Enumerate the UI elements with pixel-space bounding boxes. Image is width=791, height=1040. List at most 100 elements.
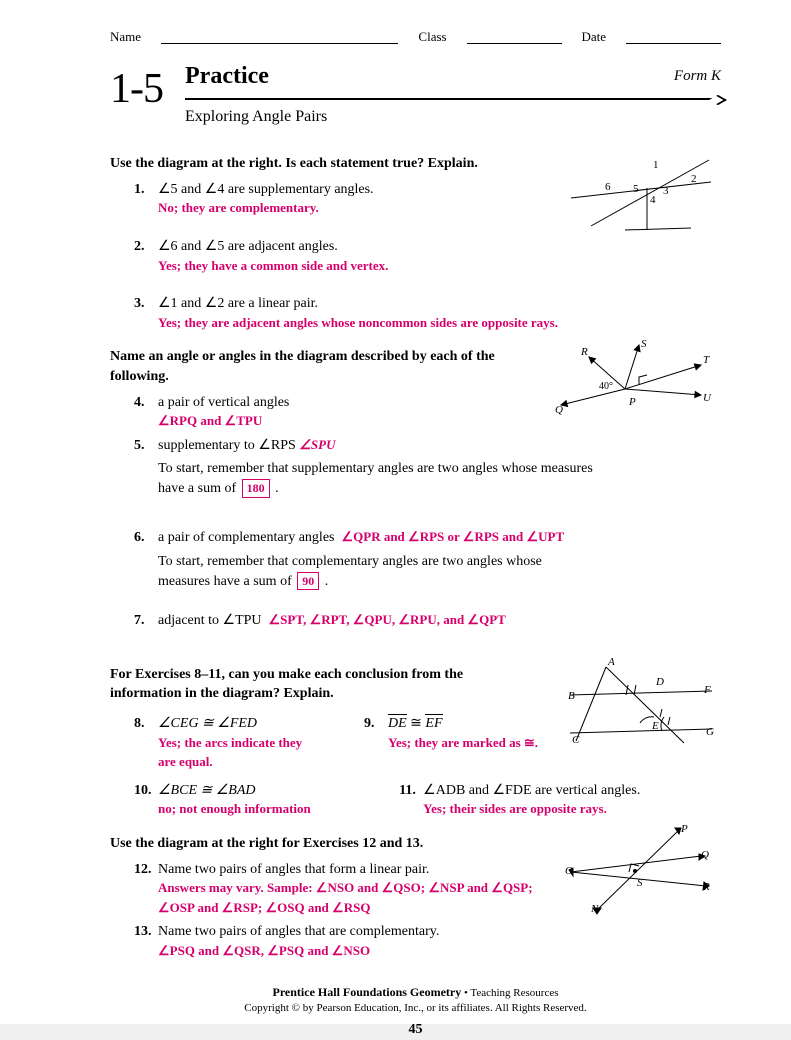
q6-box: 90 (297, 572, 319, 591)
q7-answer: ∠SPT, ∠RPT, ∠QPU, ∠RPU, and ∠QPT (269, 612, 506, 627)
q8-num: 8. (134, 714, 152, 773)
q6-sub1: To start, remember that complementary an… (158, 554, 542, 569)
q1: 1. ∠5 and ∠4 are supplementary angles. N… (134, 180, 551, 219)
q10-num: 10. (134, 781, 152, 820)
svg-text:G: G (706, 726, 714, 738)
q9-seg2: EF (425, 714, 442, 731)
footer-copyright: Copyright © by Pearson Education, Inc., … (110, 1001, 721, 1016)
title-practice: Practice (185, 60, 721, 94)
q6-sub: To start, remember that complementary an… (158, 552, 721, 591)
q5: 5. supplementary to ∠RPS ∠SPU (134, 436, 721, 456)
footer-title-rest: • Teaching Resources (461, 987, 558, 999)
q3: 3. ∠1 and ∠2 are a linear pair. Yes; the… (134, 294, 721, 333)
blank-class[interactable] (467, 28, 562, 44)
q10-text: ∠BCE ≅ ∠BAD (158, 783, 256, 798)
svg-text:2: 2 (691, 173, 697, 185)
q2-text: ∠6 and ∠5 are adjacent angles. (158, 239, 338, 254)
q7-num: 7. (134, 611, 152, 631)
q4-answer: ∠RPQ and ∠TPU (158, 413, 262, 428)
q10: 10. ∠BCE ≅ ∠BAD no; not enough informati… (134, 781, 345, 820)
q12-answer: Answers may vary. Sample: ∠NSO and ∠QSO;… (158, 880, 533, 915)
worksheet-page: Name Class Date 1-5 Practice Exploring A… (0, 0, 791, 1024)
title-block: 1-5 Practice Exploring Angle Pairs Form … (110, 60, 721, 144)
q5-answer: ∠SPU (299, 437, 335, 452)
q4: 4. a pair of vertical angles ∠RPQ and ∠T… (134, 393, 541, 432)
subtitle: Exploring Angle Pairs (185, 106, 721, 128)
q13-num: 13. (134, 922, 152, 961)
svg-text:4: 4 (650, 194, 656, 206)
label-name: Name (110, 28, 141, 46)
q1-num: 1. (134, 180, 152, 219)
q11-num: 11. (399, 781, 417, 820)
svg-text:B: B (568, 690, 575, 702)
q2-answer: Yes; they have a common side and vertex. (158, 258, 388, 273)
svg-text:E: E (651, 720, 659, 732)
svg-text:3: 3 (663, 185, 669, 197)
q5-num: 5. (134, 436, 152, 456)
svg-text:C: C (572, 734, 580, 746)
section3-head: For Exercises 8–11, can you make each co… (110, 665, 530, 704)
label-class: Class (418, 28, 446, 46)
q13-answer: ∠PSQ and ∠QSR, ∠PSQ and ∠NSO (158, 943, 370, 958)
q6-answer: ∠QPR and ∠RPS or ∠RPS and ∠UPT (341, 529, 564, 544)
blank-name[interactable] (161, 28, 398, 44)
q6-sub2a: measures have a sum of (158, 574, 295, 589)
svg-text:6: 6 (605, 181, 611, 193)
q5-sub2b: . (275, 481, 279, 496)
q12: 12. Name two pairs of angles that form a… (134, 860, 551, 919)
q8-text: ∠CEG ≅ ∠FED (158, 716, 257, 731)
q8-answer: Yes; the arcs indicate they are equal. (158, 735, 302, 770)
blank-date[interactable] (626, 28, 721, 44)
q8: 8. ∠CEG ≅ ∠FED Yes; the arcs indicate th… (134, 714, 310, 773)
svg-text:P: P (680, 824, 688, 835)
svg-text:40°: 40° (599, 381, 613, 392)
q11-answer: Yes; their sides are opposite rays. (423, 801, 607, 816)
q7-text: adjacent to ∠TPU (158, 613, 262, 628)
svg-text:D: D (655, 676, 664, 688)
figure-1: 1 2 345 6 (561, 150, 721, 236)
q5-box: 180 (242, 479, 270, 498)
q11: 11. ∠ADB and ∠FDE are vertical angles. Y… (399, 781, 721, 820)
header-fields: Name Class Date (110, 28, 721, 46)
svg-text:T: T (703, 354, 710, 366)
q6-num: 6. (134, 528, 152, 548)
svg-text:U: U (703, 392, 712, 404)
q3-text: ∠1 and ∠2 are a linear pair. (158, 296, 318, 311)
form-label: Form K (674, 66, 721, 87)
q5-sub: To start, remember that supplementary an… (158, 459, 721, 498)
q4-num: 4. (134, 393, 152, 432)
q5-sub2a: have a sum of (158, 481, 240, 496)
q12-num: 12. (134, 860, 152, 919)
q1-text: ∠5 and ∠4 are supplementary angles. (158, 182, 374, 197)
q13-text: Name two pairs of angles that are comple… (158, 924, 439, 939)
footer-title-bold: Prentice Hall Foundations Geometry (272, 985, 461, 999)
svg-text:R: R (702, 881, 710, 893)
q13: 13. Name two pairs of angles that are co… (134, 922, 721, 961)
q9-seg1: DE (388, 714, 407, 731)
svg-text:1: 1 (653, 159, 659, 171)
svg-text:O: O (565, 865, 573, 877)
svg-text:5: 5 (633, 183, 639, 195)
q2-num: 2. (134, 237, 152, 276)
q5-text: supplementary to ∠RPS (158, 438, 296, 453)
q6-sub2b: . (325, 574, 329, 589)
q12-text: Name two pairs of angles that form a lin… (158, 862, 429, 877)
q6-text: a pair of complementary angles (158, 530, 334, 545)
figure-3: ABCDEFG (556, 655, 721, 750)
q9-num: 9. (364, 714, 382, 753)
svg-text:N: N (590, 903, 599, 915)
q7: 7. adjacent to ∠TPU ∠SPT, ∠RPT, ∠QPU, ∠R… (134, 611, 721, 631)
q3-answer: Yes; they are adjacent angles whose nonc… (158, 315, 558, 330)
svg-text:Q: Q (555, 404, 563, 416)
q3-num: 3. (134, 294, 152, 333)
page-number: 45 (110, 1020, 721, 1040)
figure-2: 40° QRSTUP (551, 337, 721, 417)
q10-answer: no; not enough information (158, 801, 311, 816)
footer: Prentice Hall Foundations Geometry • Tea… (110, 984, 721, 1040)
section2-head: Name an angle or angles in the diagram d… (110, 347, 520, 386)
svg-text:Q: Q (701, 849, 709, 861)
q9-cong: ≅ (410, 716, 425, 731)
q11-text: ∠ADB and ∠FDE are vertical angles. (423, 783, 640, 798)
svg-text:R: R (580, 346, 588, 358)
svg-text:A: A (607, 656, 615, 668)
